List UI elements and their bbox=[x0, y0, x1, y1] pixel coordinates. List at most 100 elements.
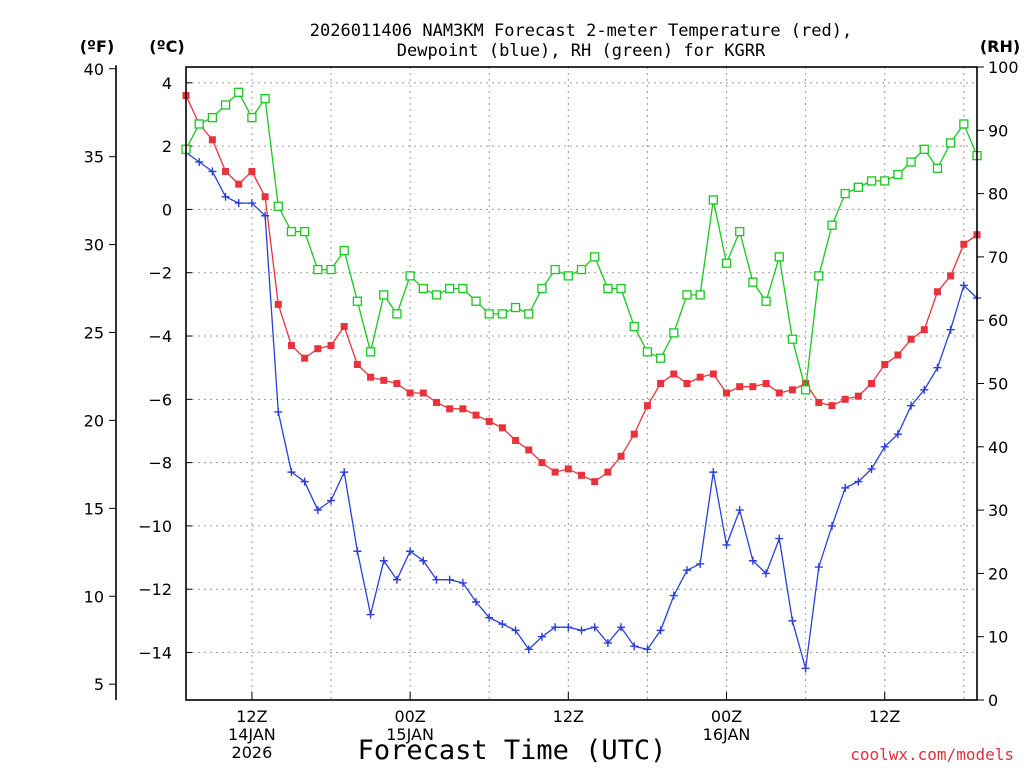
temperature-point bbox=[894, 351, 902, 359]
celsius-tick-label: −6 bbox=[148, 390, 172, 409]
chart-title-line1: 2026011406 NAM3KM Forecast 2-meter Tempe… bbox=[310, 21, 852, 41]
fahrenheit-tick-label: 40 bbox=[84, 60, 104, 79]
temperature-point bbox=[551, 468, 559, 476]
dewpoint-point bbox=[234, 199, 243, 208]
temperature-point bbox=[498, 424, 506, 432]
dewpoint-point bbox=[353, 547, 362, 556]
rh-unit-label: (RH) bbox=[980, 37, 1020, 56]
temperature-point bbox=[314, 345, 322, 353]
dewpoint-point bbox=[748, 556, 757, 565]
temperature-point bbox=[538, 459, 546, 467]
temperature-point bbox=[591, 478, 599, 486]
dewpoint-point bbox=[577, 626, 586, 635]
dewpoint-point bbox=[907, 401, 916, 410]
plot-frame bbox=[185, 66, 978, 701]
dewpoint-point bbox=[498, 620, 507, 629]
rh-tick-label: 0 bbox=[988, 691, 998, 710]
temperature-point bbox=[261, 193, 269, 201]
temperature-point bbox=[749, 383, 757, 391]
rh-point bbox=[880, 176, 890, 186]
rh-point bbox=[945, 138, 956, 148]
rh-point bbox=[524, 309, 534, 319]
rh-point bbox=[392, 309, 402, 319]
temperature-point bbox=[881, 361, 889, 369]
x-tick-label: 12Z bbox=[869, 707, 900, 726]
rh-point bbox=[735, 226, 745, 237]
dewpoint-point bbox=[537, 632, 546, 641]
rh-point bbox=[959, 119, 969, 129]
rh-point bbox=[932, 163, 943, 173]
celsius-tick-label: 0 bbox=[162, 200, 172, 219]
rh-point bbox=[260, 94, 270, 104]
celsius-tick-label: −14 bbox=[138, 644, 172, 663]
temperature-point bbox=[485, 417, 493, 425]
dewpoint-point bbox=[445, 575, 454, 584]
dewpoint-point bbox=[959, 281, 968, 290]
rh-tick-label: 30 bbox=[988, 501, 1008, 520]
dewpoint-point bbox=[221, 192, 230, 201]
dewpoint-point bbox=[893, 430, 902, 439]
rh-point bbox=[866, 176, 877, 186]
temperature-point bbox=[630, 430, 638, 438]
celsius-tick-label: −8 bbox=[148, 454, 172, 473]
temperature-point bbox=[340, 323, 348, 331]
rh-point bbox=[919, 144, 929, 154]
x-tick-label: 14JAN bbox=[228, 725, 276, 744]
rh-tick-label: 40 bbox=[988, 438, 1008, 457]
temperature-point bbox=[380, 376, 388, 384]
temperature-point bbox=[854, 392, 862, 400]
rh-point bbox=[194, 119, 204, 129]
celsius-tick-label: 4 bbox=[162, 74, 172, 93]
rh-point bbox=[616, 283, 626, 294]
series-layer bbox=[181, 87, 982, 673]
dewpoint-point bbox=[287, 468, 296, 477]
dewpoint-point bbox=[682, 566, 691, 575]
temperature-point bbox=[367, 373, 375, 381]
rh-point bbox=[840, 188, 850, 199]
dewpoint-point bbox=[867, 464, 876, 473]
rh-tick-label: 20 bbox=[988, 564, 1008, 583]
temperature-point bbox=[472, 411, 480, 419]
rh-point bbox=[405, 271, 415, 281]
dewpoint-point bbox=[656, 626, 665, 635]
x-axis-label: Forecast Time (UTC) bbox=[358, 735, 667, 766]
temperature-point bbox=[643, 402, 651, 410]
celsius-tick-label: −12 bbox=[138, 580, 172, 599]
celsius-tick-label: −10 bbox=[138, 517, 172, 536]
dewpoint-point bbox=[880, 442, 889, 451]
rh-series-line bbox=[185, 91, 978, 390]
dewpoint-point bbox=[617, 623, 626, 632]
temperature-point bbox=[525, 446, 533, 454]
rh-point bbox=[576, 264, 587, 275]
rh-point bbox=[379, 290, 389, 300]
rh-point bbox=[299, 226, 310, 237]
temperature-point bbox=[419, 389, 427, 397]
rh-point bbox=[669, 328, 679, 338]
dewpoint-point bbox=[735, 506, 744, 515]
dewpoint-point bbox=[590, 623, 599, 632]
rh-tick-label: 70 bbox=[988, 248, 1008, 267]
dewpoint-point bbox=[247, 199, 256, 208]
rh-point bbox=[247, 112, 257, 123]
temperature-point bbox=[788, 386, 796, 394]
fahrenheit-tick-label: 15 bbox=[84, 499, 104, 518]
temperature-point bbox=[933, 288, 941, 296]
rh-tick-label: 60 bbox=[988, 311, 1008, 330]
temperature-point bbox=[775, 389, 783, 397]
dewpoint-point bbox=[208, 167, 217, 176]
chart-title-line2: Dewpoint (blue), RH (green) for KGRR bbox=[397, 41, 766, 61]
dewpoint-point bbox=[274, 407, 283, 416]
temperature-point bbox=[683, 380, 691, 387]
dewpoint-point bbox=[775, 534, 784, 543]
rh-point bbox=[893, 169, 903, 180]
temperature-point bbox=[327, 342, 335, 350]
fahrenheit-tick-label: 25 bbox=[84, 324, 104, 343]
temperature-point bbox=[578, 471, 585, 479]
dewpoint-point bbox=[696, 559, 705, 568]
temperature-point bbox=[723, 389, 731, 397]
rh-point bbox=[787, 334, 798, 344]
rh-tick-label: 10 bbox=[988, 628, 1008, 647]
rh-point bbox=[906, 157, 916, 167]
dewpoint-point bbox=[788, 616, 797, 625]
x-tick-label: 12Z bbox=[553, 707, 584, 726]
